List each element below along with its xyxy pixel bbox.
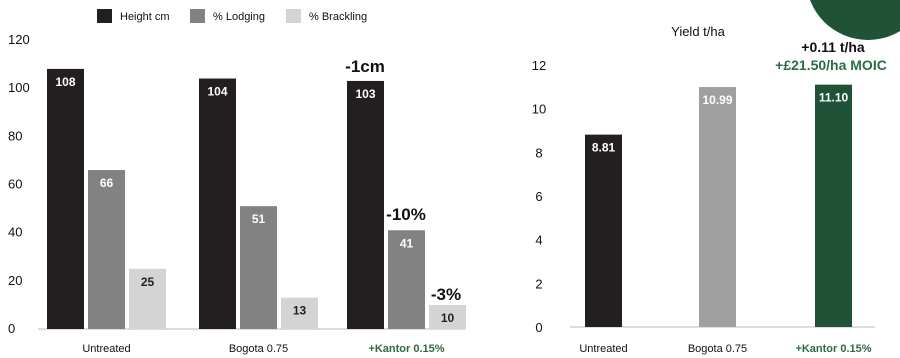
bar-value-label: 108 [55, 75, 75, 89]
y-tick-label: 12 [532, 58, 546, 73]
bar [815, 84, 852, 328]
bar [240, 206, 277, 329]
x-tick-label: +Kantor 0.15% [795, 343, 871, 355]
x-tick-label: +Kantor 0.15% [368, 343, 444, 355]
bar [129, 268, 166, 329]
legend-label: % Brackling [309, 11, 367, 23]
legend-swatch [97, 9, 112, 23]
y-tick-label: 10 [532, 102, 546, 117]
bar [281, 297, 318, 329]
chart-title: Yield t/ha [671, 24, 725, 39]
annotation-label: -1cm [345, 57, 385, 76]
bar-value-label: 10.99 [702, 93, 732, 107]
bar-value-label: 66 [100, 176, 114, 190]
legend-label: Height cm [120, 11, 170, 23]
bar-value-label: 11.10 [819, 91, 849, 105]
bar-value-label: 13 [293, 304, 307, 318]
bar [88, 170, 125, 329]
annotation-label: -3% [431, 285, 461, 304]
bar-value-label: 41 [400, 236, 414, 250]
bar [47, 68, 84, 330]
y-tick-label: 120 [8, 32, 30, 47]
annotation-label: -10% [386, 205, 426, 224]
bar-value-label: 25 [141, 275, 155, 289]
y-tick-label: 100 [8, 80, 30, 95]
bar-value-label: 103 [355, 87, 375, 101]
legend-swatch [190, 9, 205, 23]
bar-value-label: 10 [441, 311, 455, 325]
y-tick-label: 8 [535, 145, 542, 160]
brand-corner-shape [810, 0, 900, 40]
x-tick-label: Bogota 0.75 [229, 343, 288, 355]
x-tick-label: Untreated [579, 343, 627, 355]
y-tick-label: 0 [8, 321, 15, 336]
y-tick-label: 2 [535, 276, 542, 291]
x-tick-label: Untreated [82, 343, 130, 355]
bar-value-label: 104 [207, 85, 227, 99]
y-tick-label: 6 [535, 189, 542, 204]
y-tick-label: 60 [8, 177, 22, 192]
bar [585, 134, 622, 327]
y-tick-label: 20 [8, 273, 22, 288]
legend-label: % Lodging [213, 11, 265, 23]
bar [388, 230, 425, 329]
y-tick-label: 40 [8, 225, 22, 240]
y-tick-label: 80 [8, 128, 22, 143]
x-tick-label: Bogota 0.75 [688, 343, 747, 355]
annotation-label: +0.11 t/ha [801, 39, 865, 55]
height-lodging-brackling-chart: Height cm % Lodging % Brackling 0 20 40 60 80 10… [8, 9, 466, 355]
annotation-label: +£21.50/ha MOIC [775, 57, 887, 73]
bar-value-label: 51 [252, 212, 266, 226]
bar [199, 78, 236, 330]
y-tick-label: 4 [535, 233, 542, 248]
bar-value-label: 8.81 [592, 141, 616, 155]
legend-swatch [286, 9, 301, 23]
y-tick-label: 0 [535, 320, 542, 335]
yield-chart: Yield t/ha 0 2 4 6 8 10 12 8.81 Untreated 10.99 Bog… [532, 24, 887, 355]
bar [429, 304, 466, 329]
bar [347, 80, 384, 329]
bar [699, 87, 736, 327]
